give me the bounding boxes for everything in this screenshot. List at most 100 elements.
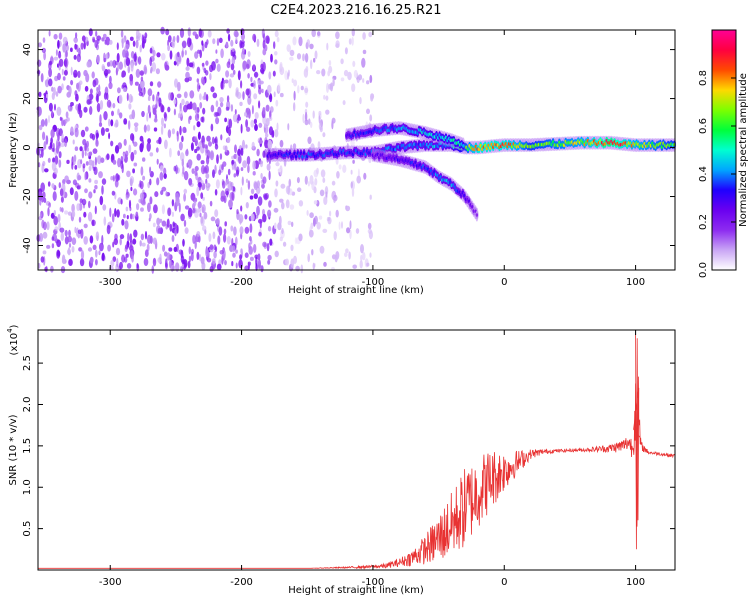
spectrogram-cell xyxy=(81,35,86,42)
spectrogram-cell xyxy=(80,42,84,50)
spectrogram-cell xyxy=(61,133,64,142)
spectrogram-cell xyxy=(189,38,192,46)
spectrogram-cell xyxy=(287,123,290,131)
spectrogram-cell xyxy=(246,107,251,115)
spectrogram-cell xyxy=(238,154,242,164)
spectrogram-cell xyxy=(169,223,173,232)
spectrogram-cell xyxy=(231,261,234,267)
spectrogram-cell xyxy=(250,213,255,222)
spectrogram-cell xyxy=(161,117,164,127)
spectrogram-cell xyxy=(171,235,175,242)
spectrogram-cell xyxy=(260,63,264,70)
spectrogram-cell xyxy=(56,106,62,117)
spectrogram-cell xyxy=(273,207,279,213)
spectrogram-cell xyxy=(131,255,134,263)
spectrogram-cell xyxy=(215,49,218,54)
spectrogram-cell xyxy=(101,185,104,195)
spectrogram-cell xyxy=(215,117,220,125)
spectrogram-cell xyxy=(263,33,266,42)
spectrogram-cell xyxy=(168,92,172,101)
spectrogram-cell xyxy=(128,103,132,110)
spectrogram-cell xyxy=(212,169,215,179)
spectrogram-cell xyxy=(71,203,75,213)
spectrogram-cell xyxy=(366,262,370,267)
spectrogram-cell xyxy=(273,91,276,98)
spectrogram-cell xyxy=(80,129,86,138)
spectrogram-cell xyxy=(168,247,173,252)
spectrogram-cell xyxy=(147,138,152,144)
spectrogram-cell xyxy=(323,196,328,205)
spectrogram-cell xyxy=(126,92,129,102)
spectrogram-cell xyxy=(156,52,161,58)
spectrogram-cell xyxy=(220,134,223,141)
spectrogram-cell xyxy=(117,108,120,116)
spectrogram-cell xyxy=(177,51,180,58)
spectrogram-cell xyxy=(202,225,207,232)
spectrogram-cell xyxy=(279,198,284,203)
spectrogram-cell xyxy=(213,250,217,259)
spectrogram-cell xyxy=(109,39,113,45)
spectrogram-cell xyxy=(101,234,104,245)
y-tick-label: 2.0 xyxy=(22,397,33,413)
spectrogram-cell xyxy=(171,199,175,207)
spectrogram-cell xyxy=(225,70,230,78)
spectrogram-cell xyxy=(292,36,297,46)
spectrogram-cell xyxy=(350,181,353,189)
spectrogram-cell xyxy=(191,168,195,175)
spectrogram-cell xyxy=(46,221,50,231)
spectrogram-cell xyxy=(220,48,224,59)
spectrogram-cell xyxy=(132,168,136,174)
spectrogram-cell xyxy=(201,40,204,46)
spectrogram-cell xyxy=(56,239,61,248)
spectrogram-cell xyxy=(247,261,250,271)
spectrogram-cell xyxy=(289,49,295,57)
spectrogram-cell xyxy=(317,141,321,150)
colorbar-label: Normalized spectral amplitude xyxy=(738,73,749,227)
spectrogram-cell xyxy=(318,215,323,220)
spectrogram-cell xyxy=(60,196,64,203)
spectrogram-cell xyxy=(149,166,152,174)
spectrogram-cell xyxy=(153,204,158,214)
spectrogram-cell xyxy=(43,51,46,61)
spectrogram-cell xyxy=(83,236,88,245)
spectrogram-cell xyxy=(138,91,144,97)
spectrogram-cell xyxy=(192,102,197,111)
spectrogram-cell xyxy=(200,116,204,123)
spectrogram-cell xyxy=(98,84,101,93)
spectrogram-cell xyxy=(192,197,198,203)
spectrogram-cell xyxy=(197,131,201,140)
spectrogram-cell xyxy=(141,242,146,247)
spectrogram-cell xyxy=(320,169,326,178)
spectrogram-cell xyxy=(38,42,42,48)
spectrogram-cell xyxy=(65,50,68,58)
spectrogram-cell xyxy=(346,227,351,234)
spectrogram-cell xyxy=(78,216,82,223)
spectrogram-cell xyxy=(64,59,68,65)
spectrogram-cell xyxy=(231,159,235,165)
spectrogram-cell xyxy=(51,243,55,249)
spectrogram-cell xyxy=(202,142,205,149)
spectrogram-cell xyxy=(139,79,145,89)
spectrogram-cell xyxy=(196,66,201,75)
spectrogram-cell xyxy=(133,149,137,155)
spectrogram-cell xyxy=(178,202,181,213)
spectrogram-cell xyxy=(200,192,204,200)
spectrogram-cell xyxy=(67,235,72,243)
spectrogram-cell xyxy=(124,220,129,230)
spectrogram-cell xyxy=(253,193,258,200)
spectrogram-cell xyxy=(247,73,250,79)
spectrogram-cell xyxy=(230,49,233,57)
spectrogram-cell xyxy=(144,249,149,257)
spectrogram-cell xyxy=(60,232,64,242)
spectrogram-cell xyxy=(344,47,348,55)
spectrogram-cell xyxy=(192,234,196,244)
spectrogram-cell xyxy=(60,142,65,148)
spectrogram-cell xyxy=(158,136,162,145)
spectrogram-cell xyxy=(262,48,267,56)
spectrogram-cell xyxy=(126,170,131,178)
spectrogram-cell xyxy=(194,51,199,59)
spectrogram-cell xyxy=(96,102,101,113)
spectrogram-cell xyxy=(348,38,352,45)
spectrogram-cell xyxy=(241,176,244,186)
